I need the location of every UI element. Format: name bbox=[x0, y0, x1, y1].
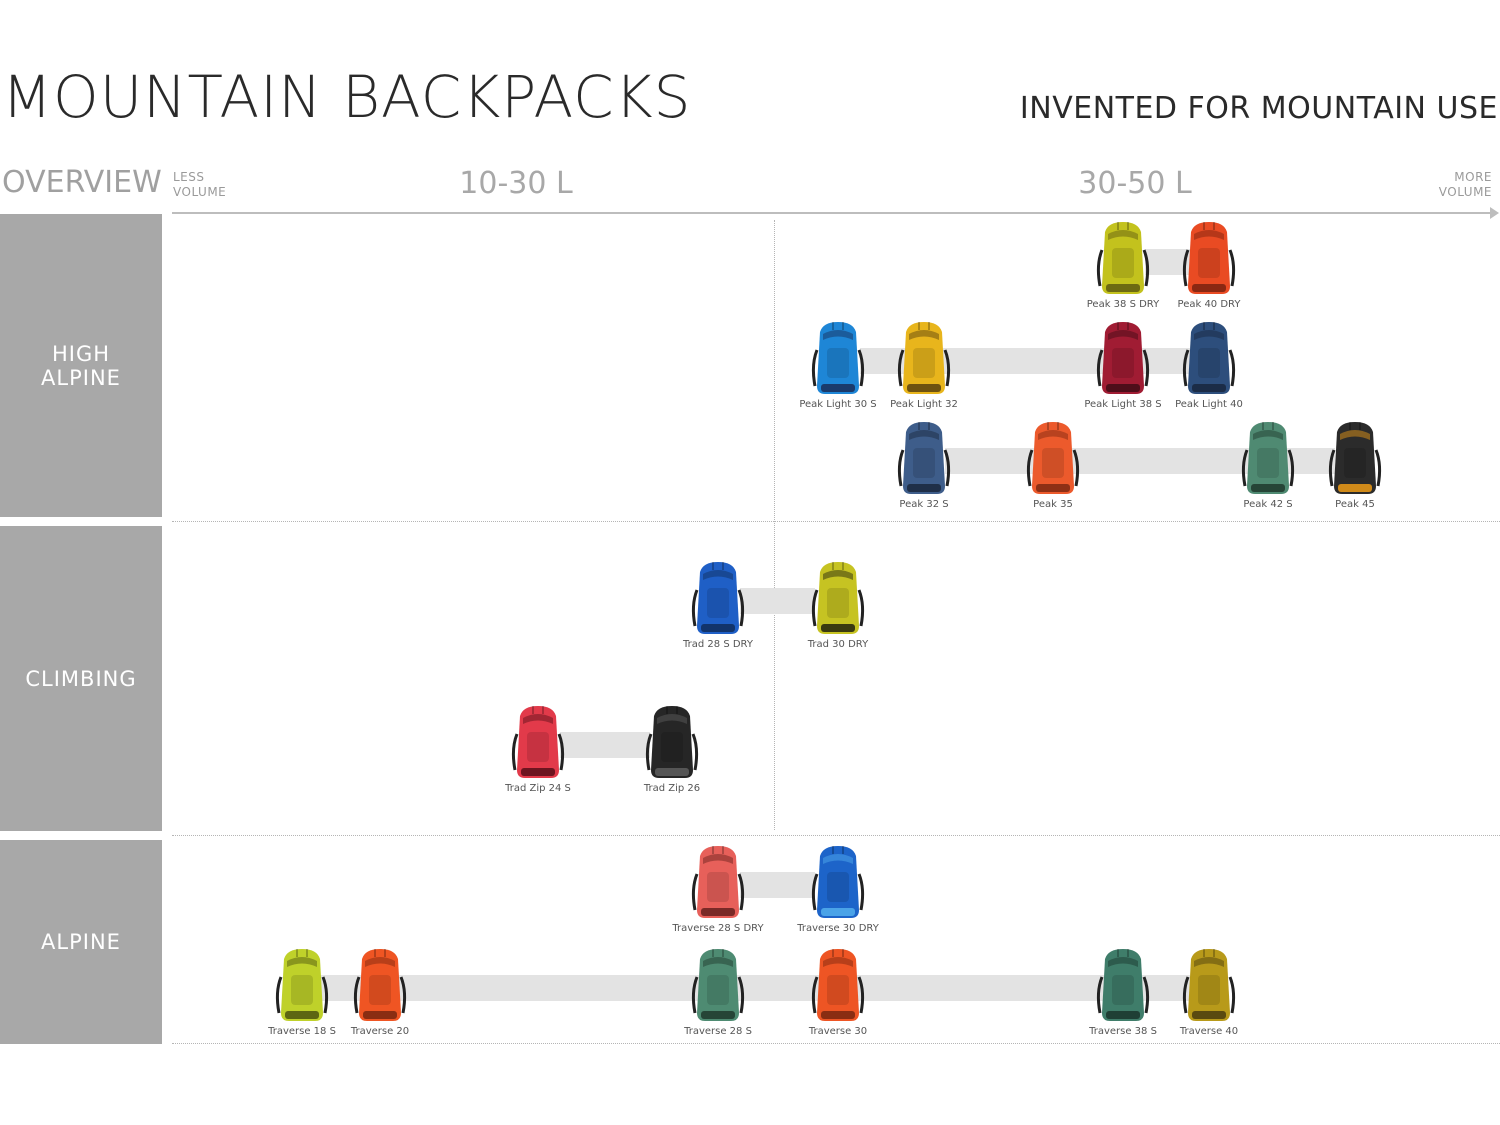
backpack-icon bbox=[353, 949, 407, 1021]
range-label-10-30: 10-30 L bbox=[459, 166, 573, 201]
backpack-icon bbox=[1182, 222, 1236, 294]
backpack-peak-38-s-dry[interactable]: Peak 38 S DRY bbox=[1087, 220, 1159, 315]
backpack-label: Traverse 28 S DRY bbox=[672, 923, 764, 934]
backpack-label: Peak 32 S bbox=[899, 499, 949, 510]
backpack-label: Peak Light 38 S bbox=[1084, 399, 1162, 410]
category-alpine: ALPINE bbox=[0, 840, 162, 1044]
backpack-label: Traverse 30 DRY bbox=[797, 923, 879, 934]
backpack-trad-zip-24-s[interactable]: Trad Zip 24 S bbox=[503, 704, 573, 799]
backpack-label: Traverse 40 bbox=[1179, 1026, 1239, 1037]
backpack-label: Peak 40 DRY bbox=[1177, 299, 1241, 310]
axis-arrow-icon bbox=[1490, 207, 1499, 219]
backpack-icon bbox=[1182, 322, 1236, 394]
backpack-icon bbox=[691, 846, 745, 918]
category-high-alpine: HIGH ALPINE bbox=[0, 214, 162, 517]
backpack-label: Traverse 18 S bbox=[268, 1026, 336, 1037]
backpack-icon bbox=[811, 322, 865, 394]
backpack-label: Trad 30 DRY bbox=[807, 639, 869, 650]
backpack-traverse-38-s[interactable]: Traverse 38 S bbox=[1088, 947, 1158, 1042]
page-title: MOUNTAIN BACKPACKS bbox=[2, 63, 692, 131]
more-volume-label: MORE VOLUME bbox=[1438, 170, 1492, 199]
backpack-icon bbox=[275, 949, 329, 1021]
backpack-label: Traverse 20 bbox=[350, 1026, 410, 1037]
backpack-label: Peak 35 bbox=[1033, 499, 1073, 510]
backpack-traverse-18-s[interactable]: Traverse 18 S bbox=[267, 947, 337, 1042]
category-label: ALPINE bbox=[41, 930, 121, 954]
backpack-icon bbox=[1328, 422, 1382, 494]
backpack-peak-40-dry[interactable]: Peak 40 DRY bbox=[1174, 220, 1244, 315]
backpack-label: Trad 28 S DRY bbox=[683, 639, 753, 650]
category-label: HIGH ALPINE bbox=[41, 341, 121, 390]
backpack-icon bbox=[897, 422, 951, 494]
backpack-icon bbox=[1096, 949, 1150, 1021]
size-range-bar bbox=[1145, 249, 1190, 275]
backpack-icon bbox=[897, 322, 951, 394]
category-label: CLIMBING bbox=[25, 666, 137, 691]
backpack-trad-28-s-dry[interactable]: Trad 28 S DRY bbox=[683, 560, 753, 655]
size-range-bar bbox=[320, 975, 1190, 1001]
row-separator bbox=[172, 1043, 1500, 1044]
less-volume-label: LESS VOLUME bbox=[173, 170, 227, 199]
backpack-icon bbox=[811, 562, 865, 634]
size-range-bar bbox=[740, 872, 815, 898]
backpack-icon bbox=[1241, 422, 1295, 494]
backpack-traverse-28-s-dry[interactable]: Traverse 28 S DRY bbox=[672, 844, 764, 939]
size-range-bar bbox=[560, 732, 650, 758]
range-divider bbox=[774, 220, 775, 830]
backpack-peak-light-38-s[interactable]: Peak Light 38 S bbox=[1084, 320, 1162, 415]
backpack-label: Trad Zip 24 S bbox=[505, 783, 571, 794]
overview-label: OVERVIEW bbox=[2, 165, 162, 200]
backpack-traverse-28-s[interactable]: Traverse 28 S bbox=[683, 947, 753, 1042]
backpack-peak-45[interactable]: Peak 45 bbox=[1320, 420, 1390, 515]
backpack-traverse-30-dry[interactable]: Traverse 30 DRY bbox=[797, 844, 879, 939]
backpack-label: Peak 45 bbox=[1335, 499, 1375, 510]
backpack-icon bbox=[1096, 222, 1150, 294]
backpack-icon bbox=[1096, 322, 1150, 394]
backpack-peak-light-30-s[interactable]: Peak Light 30 S bbox=[799, 320, 877, 415]
backpack-icon bbox=[1026, 422, 1080, 494]
backpack-icon bbox=[511, 706, 565, 778]
page-subtitle: INVENTED FOR MOUNTAIN USE bbox=[1019, 91, 1498, 126]
backpack-peak-32-s[interactable]: Peak 32 S bbox=[889, 420, 959, 515]
backpack-peak-35[interactable]: Peak 35 bbox=[1018, 420, 1088, 515]
row-separator bbox=[172, 835, 1500, 836]
backpack-label: Peak 38 S DRY bbox=[1086, 299, 1160, 310]
backpack-icon bbox=[691, 949, 745, 1021]
backpack-traverse-20[interactable]: Traverse 20 bbox=[345, 947, 415, 1042]
backpack-traverse-40[interactable]: Traverse 40 bbox=[1174, 947, 1244, 1042]
backpack-icon bbox=[645, 706, 699, 778]
size-range-bar bbox=[740, 588, 815, 614]
backpack-label: Peak Light 30 S bbox=[799, 399, 877, 410]
category-climbing: CLIMBING bbox=[0, 526, 162, 831]
backpack-label: Peak Light 32 bbox=[890, 399, 958, 410]
row-separator bbox=[172, 521, 1500, 522]
backpack-trad-30-dry[interactable]: Trad 30 DRY bbox=[803, 560, 873, 655]
backpack-peak-light-40[interactable]: Peak Light 40 bbox=[1174, 320, 1244, 415]
backpack-icon bbox=[811, 949, 865, 1021]
backpack-traverse-30[interactable]: Traverse 30 bbox=[803, 947, 873, 1042]
backpack-trad-zip-26[interactable]: Trad Zip 26 bbox=[637, 704, 707, 799]
backpack-label: Peak 42 S bbox=[1243, 499, 1293, 510]
backpack-label: Traverse 30 bbox=[808, 1026, 868, 1037]
backpack-icon bbox=[811, 846, 865, 918]
backpack-label: Trad Zip 26 bbox=[643, 783, 701, 794]
backpack-icon bbox=[691, 562, 745, 634]
backpack-icon bbox=[1182, 949, 1236, 1021]
backpack-peak-42-s[interactable]: Peak 42 S bbox=[1233, 420, 1303, 515]
volume-axis-line bbox=[172, 212, 1490, 214]
backpack-label: Traverse 38 S bbox=[1089, 1026, 1157, 1037]
backpack-label: Peak Light 40 bbox=[1175, 399, 1243, 410]
range-label-30-50: 30-50 L bbox=[1078, 166, 1192, 201]
backpack-peak-light-32[interactable]: Peak Light 32 bbox=[889, 320, 959, 415]
backpack-label: Traverse 28 S bbox=[684, 1026, 752, 1037]
